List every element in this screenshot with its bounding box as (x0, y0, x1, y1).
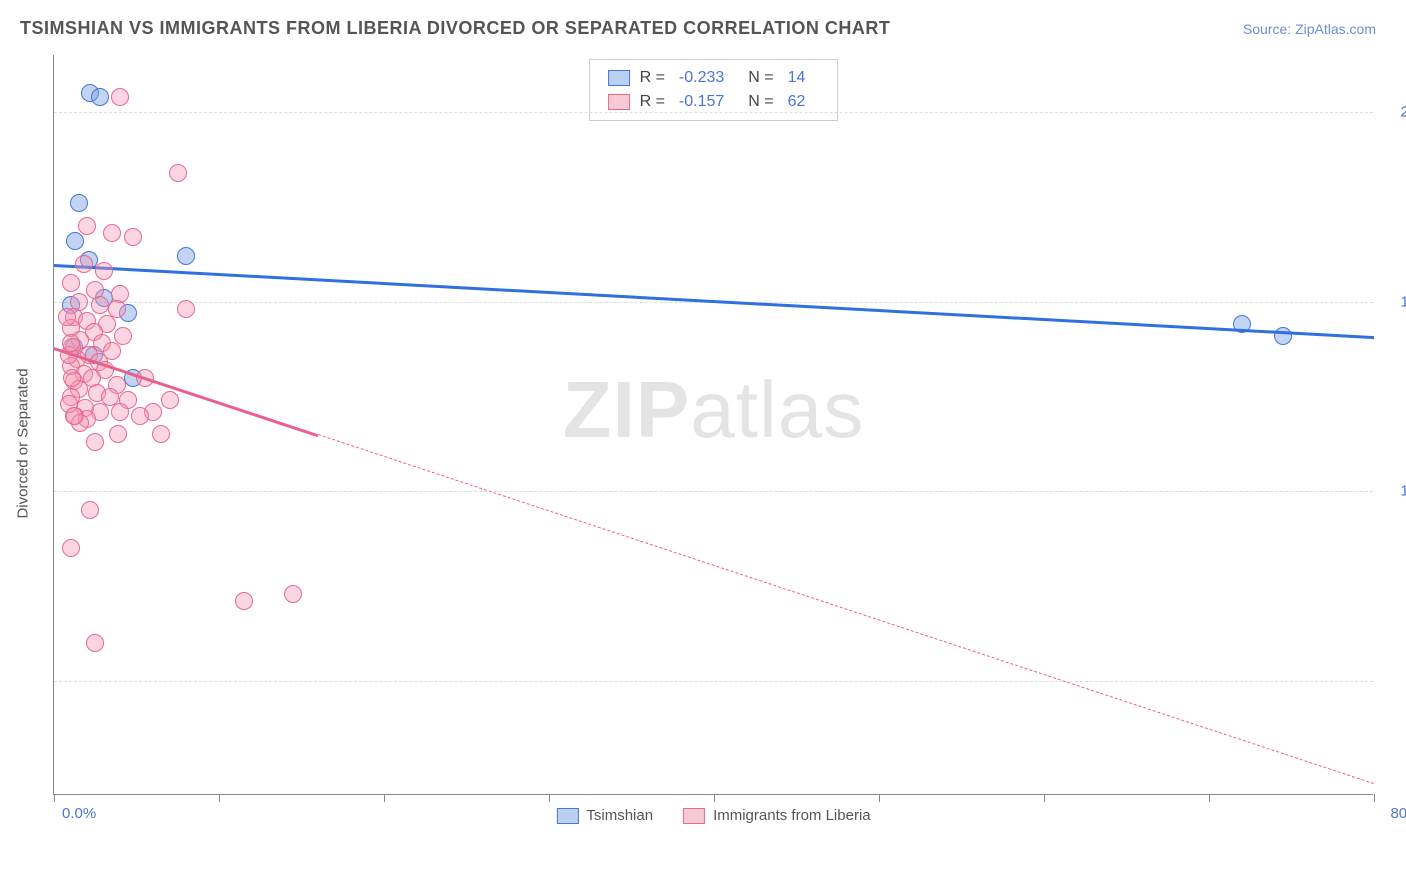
legend-row: R = -0.157 N = 62 (608, 90, 820, 114)
data-point (177, 300, 195, 318)
chart-area: Divorced or Separated ZIPatlas R =-0.233… (45, 55, 1385, 815)
watermark: ZIPatlas (563, 364, 864, 456)
legend-swatch (608, 94, 630, 110)
y-axis-label: Divorced or Separated (15, 368, 32, 518)
legend-r-value: -0.157 (679, 90, 724, 114)
data-point (65, 407, 83, 425)
x-tick (1374, 794, 1375, 802)
data-point (95, 262, 113, 280)
data-point (91, 296, 109, 314)
grid-line (54, 681, 1373, 682)
legend-swatch (683, 808, 705, 824)
data-point (124, 228, 142, 246)
x-tick (54, 794, 55, 802)
x-tick (219, 794, 220, 802)
data-point (63, 369, 81, 387)
legend-r-label: R = (640, 66, 665, 90)
data-point (86, 634, 104, 652)
data-point (109, 425, 127, 443)
data-point (284, 585, 302, 603)
legend-n-label: N = (748, 66, 773, 90)
data-point (66, 232, 84, 250)
data-point (70, 194, 88, 212)
x-tick (1044, 794, 1045, 802)
legend-swatch (608, 70, 630, 86)
data-point (114, 327, 132, 345)
data-point (103, 224, 121, 242)
legend-n-value: 14 (788, 66, 806, 90)
x-tick (1209, 794, 1210, 802)
legend-n-value: 62 (788, 90, 806, 114)
data-point (101, 388, 119, 406)
y-tick-label: 20.0% (1400, 103, 1406, 120)
x-tick-max-label: 80.0% (1390, 805, 1406, 822)
legend-row: R = -0.233 N = 14 (608, 66, 820, 90)
x-tick (384, 794, 385, 802)
data-point (111, 88, 129, 106)
series-legend: Tsimshian Immigrants from Liberia (556, 807, 870, 824)
trend-line-extrapolated (318, 435, 1374, 785)
data-point (1274, 327, 1292, 345)
x-tick-min-label: 0.0% (62, 805, 96, 822)
legend-r-value: -0.233 (679, 66, 724, 90)
data-point (235, 592, 253, 610)
data-point (81, 501, 99, 519)
legend-swatch (556, 808, 578, 824)
grid-line (54, 491, 1373, 492)
data-point (75, 255, 93, 273)
chart-title: TSIMSHIAN VS IMMIGRANTS FROM LIBERIA DIV… (20, 18, 890, 39)
y-tick-label: 15.0% (1400, 293, 1406, 310)
y-tick-label: 10.0% (1400, 483, 1406, 500)
data-point (131, 407, 149, 425)
data-point (78, 217, 96, 235)
scatter-plot: ZIPatlas R =-0.233N =14R =-0.157N =62 Ts… (53, 55, 1373, 795)
legend-item: Immigrants from Liberia (683, 807, 871, 824)
data-point (62, 274, 80, 292)
legend-r-label: R = (640, 90, 665, 114)
data-point (169, 164, 187, 182)
legend-item: Tsimshian (556, 807, 653, 824)
x-tick (714, 794, 715, 802)
data-point (86, 433, 104, 451)
data-point (58, 308, 76, 326)
data-point (91, 88, 109, 106)
x-tick (549, 794, 550, 802)
legend-n-label: N = (748, 90, 773, 114)
data-point (161, 391, 179, 409)
legend-label: Immigrants from Liberia (713, 807, 871, 824)
x-tick (879, 794, 880, 802)
data-point (62, 539, 80, 557)
grid-line (54, 112, 1373, 113)
legend-label: Tsimshian (586, 807, 653, 824)
data-point (177, 247, 195, 265)
source-link[interactable]: Source: ZipAtlas.com (1243, 21, 1376, 37)
data-point (152, 425, 170, 443)
data-point (111, 403, 129, 421)
